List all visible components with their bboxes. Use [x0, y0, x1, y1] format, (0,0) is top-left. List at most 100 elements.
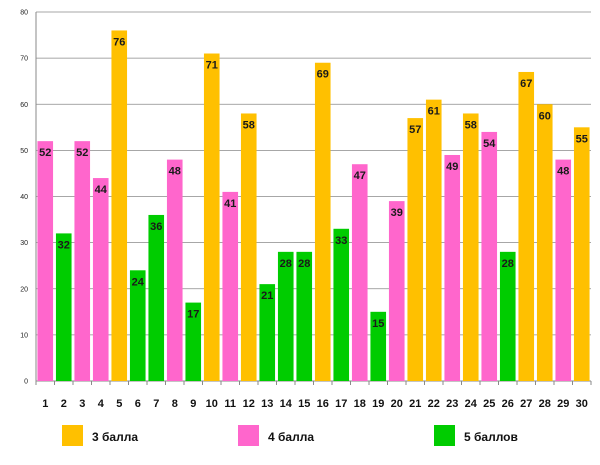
- bar: [203, 53, 220, 381]
- legend-swatch: [238, 425, 259, 446]
- bar: [222, 191, 239, 381]
- x-tick-label: 24: [465, 398, 478, 410]
- y-tick-label: 50: [20, 148, 28, 155]
- data-label: 24: [132, 276, 145, 288]
- data-label: 36: [150, 221, 162, 233]
- x-tick-label: 19: [372, 398, 384, 410]
- bar: [425, 99, 442, 381]
- x-tick-label: 5: [116, 398, 122, 410]
- bar: [462, 113, 479, 381]
- data-label: 41: [224, 198, 236, 210]
- x-tick-label: 11: [224, 398, 236, 410]
- data-label: 55: [576, 133, 588, 145]
- bar: [333, 228, 350, 381]
- x-tick-label: 20: [391, 398, 403, 410]
- bar: [407, 118, 424, 382]
- bar: [148, 214, 165, 381]
- bar: [536, 104, 553, 381]
- y-tick-label: 10: [20, 332, 28, 339]
- x-tick-label: 29: [557, 398, 569, 410]
- x-tick-label: 22: [428, 398, 440, 410]
- data-labels: 52 32 52 44 76 24 36 48 17 71 41 58 21 28 28 69 33 47 15 39…: [39, 36, 588, 329]
- x-tick-label: 10: [206, 398, 218, 410]
- bar: [388, 201, 405, 381]
- bar: [92, 178, 109, 381]
- x-tick-label: 3: [79, 398, 85, 410]
- x-tick-label: 14: [280, 398, 293, 410]
- bar: [111, 30, 128, 381]
- x-tick-label: 8: [172, 398, 178, 410]
- x-tick-label: 7: [153, 398, 159, 410]
- bar: [129, 270, 146, 381]
- y-tick-label: 40: [20, 194, 28, 201]
- data-label: 21: [261, 290, 273, 302]
- x-tick-label: 15: [298, 398, 310, 410]
- x-tick-label: 30: [576, 398, 588, 410]
- bar: [185, 302, 202, 381]
- data-label: 32: [58, 239, 70, 251]
- data-label: 58: [243, 119, 255, 131]
- data-label: 47: [354, 170, 366, 182]
- data-label: 67: [520, 78, 532, 90]
- data-label: 28: [298, 258, 310, 270]
- data-label: 71: [206, 60, 218, 72]
- x-tick-label: 12: [243, 398, 255, 410]
- x-tick-label: 28: [539, 398, 551, 410]
- gridlines: [36, 11, 591, 336]
- y-tick-label: 20: [20, 286, 28, 293]
- data-label: 69: [317, 69, 329, 81]
- bar: [296, 251, 313, 381]
- data-label: 15: [372, 318, 384, 330]
- x-tick-label: 25: [483, 398, 495, 410]
- x-tick-label: 1: [42, 398, 48, 410]
- data-label: 39: [391, 207, 403, 219]
- legend: 3 балла 4 балла 5 баллов: [62, 425, 518, 446]
- bar: [240, 113, 257, 381]
- x-tick-label: 4: [98, 398, 105, 410]
- bar: [444, 154, 461, 381]
- bar: [518, 71, 535, 382]
- legend-swatch: [62, 425, 83, 446]
- bar: [314, 62, 331, 382]
- x-tick-label: 16: [317, 398, 329, 410]
- x-tick-label: 2: [61, 398, 67, 410]
- legend-label: 5 баллов: [464, 430, 518, 444]
- y-tick-label: 70: [20, 56, 28, 63]
- bar: [166, 159, 183, 381]
- x-tick-label: 26: [502, 398, 514, 410]
- data-label: 33: [335, 235, 347, 247]
- data-label: 52: [39, 147, 51, 159]
- bar: [351, 164, 368, 381]
- bar: [37, 141, 54, 381]
- data-label: 54: [483, 138, 496, 150]
- x-tick-label: 13: [261, 398, 273, 410]
- data-label: 52: [76, 147, 88, 159]
- data-label: 28: [280, 258, 292, 270]
- y-tick-label: 30: [20, 240, 28, 247]
- bar: [481, 131, 498, 381]
- bar: [499, 251, 516, 381]
- bar: [55, 233, 72, 381]
- bars: [37, 30, 590, 382]
- data-label: 76: [113, 36, 125, 48]
- x-tick-label: 27: [520, 398, 532, 410]
- x-tick-label: 21: [409, 398, 421, 410]
- bar: [277, 251, 294, 381]
- data-label: 17: [187, 309, 199, 321]
- y-tick-label: 80: [20, 10, 28, 17]
- x-tick-label: 6: [135, 398, 141, 410]
- data-label: 28: [502, 258, 514, 270]
- data-label: 57: [409, 124, 421, 136]
- legend-label: 3 балла: [92, 430, 138, 444]
- bar: [259, 284, 276, 381]
- data-label: 44: [95, 184, 108, 196]
- data-label: 60: [539, 110, 551, 122]
- x-tick-label: 23: [446, 398, 458, 410]
- bar: [573, 127, 590, 381]
- y-tick-label: 60: [20, 102, 28, 109]
- x-tick-label: 18: [354, 398, 366, 410]
- data-label: 61: [428, 106, 440, 118]
- x-tick-label: 9: [190, 398, 196, 410]
